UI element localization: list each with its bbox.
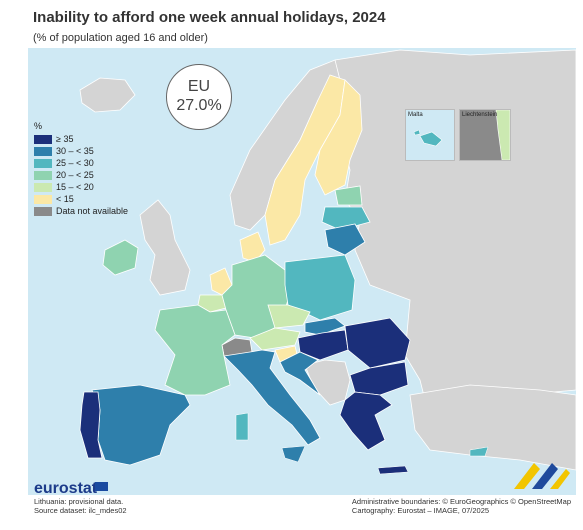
inset-liechtenstein: Liechtenstein <box>459 109 511 161</box>
czechia <box>267 304 311 329</box>
france <box>154 304 236 396</box>
legend-label: 20 – < 25 <box>56 170 94 180</box>
malta-shape <box>413 129 443 147</box>
legend-item: < 15 <box>34 193 128 205</box>
legend-swatch <box>34 158 52 168</box>
eu-value: 27.0% <box>176 97 222 114</box>
footer-credits: Administrative boundaries: © EuroGeograp… <box>352 497 571 515</box>
legend-label: < 15 <box>56 194 74 204</box>
sicily <box>281 445 306 463</box>
europe-map <box>79 49 576 475</box>
non-eu-land-turkey <box>409 384 576 471</box>
eurostat-logo: eurostat <box>34 480 98 497</box>
legend-unit: % <box>34 121 43 131</box>
legend-item: ≥ 35 <box>34 133 128 145</box>
denmark <box>239 231 266 263</box>
legend-item: 15 – < 20 <box>34 181 128 193</box>
footer-source: Source dataset: ilc_mdes02 <box>34 506 127 515</box>
slovakia <box>304 317 346 336</box>
legend-label: 30 – < 35 <box>56 146 94 156</box>
crete <box>377 465 409 475</box>
belgium <box>197 294 227 313</box>
bulgaria <box>349 361 409 396</box>
poland <box>284 254 356 321</box>
united-kingdom <box>139 199 191 296</box>
inset-liechtenstein-label: Liechtenstein <box>462 112 498 118</box>
gisco-logo-icon <box>514 463 570 489</box>
footer-note: Lithuania: provisional data. <box>34 497 124 506</box>
footer-boundaries: Administrative boundaries: © EuroGeograp… <box>351 497 571 506</box>
romania <box>344 317 411 369</box>
lithuania <box>324 223 366 256</box>
map-title: Inability to afford one week annual holi… <box>33 9 386 26</box>
legend-label: ≥ 35 <box>56 134 74 144</box>
sardinia <box>235 412 249 441</box>
legend-swatch <box>34 134 52 144</box>
cyprus <box>469 446 489 457</box>
legend-swatch <box>34 146 52 156</box>
legend-item: 30 – < 35 <box>34 145 128 157</box>
legend-label: 15 – < 20 <box>56 182 94 192</box>
inset-malta-label: Malta <box>408 112 423 118</box>
legend-swatch <box>34 170 52 180</box>
croatia <box>279 351 321 396</box>
austria <box>249 327 301 351</box>
legend-item: Data not available <box>34 205 128 217</box>
map-subtitle: (% of population aged 16 and older) <box>33 32 208 44</box>
ireland <box>102 239 139 276</box>
inset-malta: Malta <box>405 109 455 161</box>
estonia <box>334 185 363 206</box>
legend-label: 25 – < 30 <box>56 158 94 168</box>
spain <box>91 384 191 466</box>
legend-item: 25 – < 30 <box>34 157 128 169</box>
map-legend: % ≥ 35 30 – < 35 25 – < 30 20 – < 25 15 … <box>34 121 128 217</box>
legend-swatch <box>34 194 52 204</box>
iceland <box>79 77 136 113</box>
italy <box>223 349 321 446</box>
greece <box>339 391 393 451</box>
eu-flag-icon <box>95 482 108 491</box>
finland <box>314 79 363 196</box>
eu-average-badge: EU 27.0% <box>166 64 232 130</box>
legend-item: 20 – < 25 <box>34 169 128 181</box>
portugal <box>79 391 103 459</box>
footer-notes: Lithuania: provisional data. Source data… <box>34 497 127 515</box>
legend-label: Data not available <box>56 206 129 216</box>
footer-cartography: Cartography: Eurostat – IMAGE, 07/2025 <box>351 506 490 515</box>
eu-label: EU <box>187 78 211 95</box>
legend-swatch <box>34 206 52 216</box>
legend-swatch <box>34 182 52 192</box>
